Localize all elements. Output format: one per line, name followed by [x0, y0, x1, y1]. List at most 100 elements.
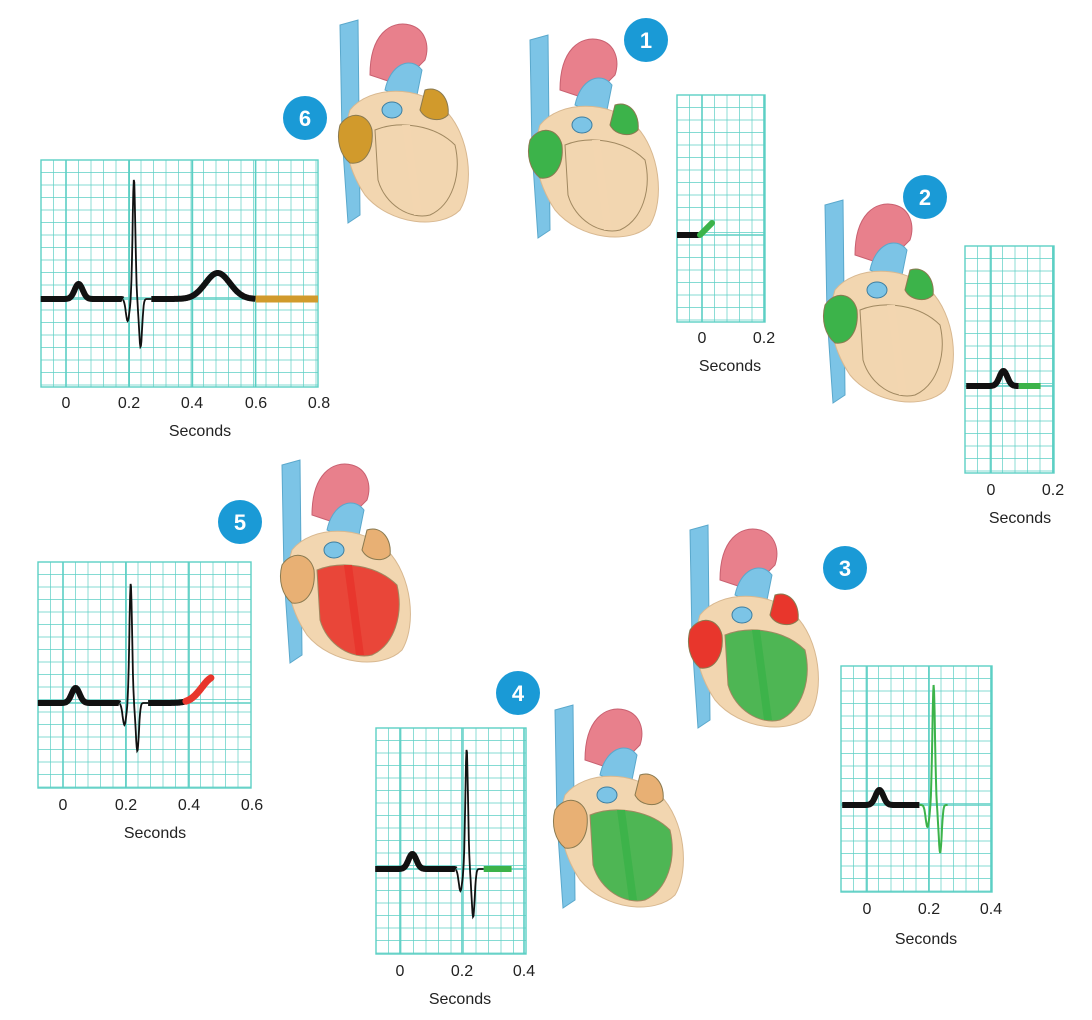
valve — [571, 116, 593, 134]
ecg-active-segment — [697, 220, 715, 238]
svg-text:2: 2 — [919, 185, 931, 210]
ventricles — [724, 629, 808, 722]
tick-label: 0.4 — [513, 963, 535, 980]
tick-label: 0 — [59, 797, 68, 814]
ecg-trace-qrs — [455, 749, 484, 920]
left-atrium — [609, 103, 639, 136]
right-atrium — [337, 115, 373, 164]
stage-4-group: 4 0 0.2 0.4 Seconds — [375, 671, 684, 1008]
step-badge-6: 6 — [283, 96, 327, 140]
septum — [344, 565, 364, 655]
svg-text:3: 3 — [839, 556, 851, 581]
tick-label: 0.4 — [178, 797, 200, 814]
heart-illustration-4 — [552, 704, 684, 909]
chart-frame — [37, 561, 252, 789]
tick-label: 0.2 — [115, 797, 137, 814]
ecg-trace — [37, 684, 122, 707]
tick-label: 0.2 — [451, 963, 473, 980]
tick-label: 0 — [396, 963, 405, 980]
ecg-trace-st-t — [151, 270, 257, 302]
right-atrium — [822, 295, 858, 344]
ecg-trace — [375, 850, 458, 873]
ventricles — [316, 564, 400, 657]
stage-3-group: 3 0 0.2 0.4 Seconds — [687, 524, 1002, 948]
tick-label: 0.2 — [753, 330, 775, 347]
tick-label: 0.4 — [980, 901, 1002, 918]
step-badge-3: 3 — [823, 546, 867, 590]
ecg-chart-6: 0 0.2 0.4 0.6 0.8 Seconds — [40, 159, 330, 440]
septum — [887, 305, 907, 395]
tick-label: 0.6 — [245, 395, 267, 412]
septum — [752, 630, 772, 720]
stage-1-group: 1 0 0.2 Seconds — [527, 18, 775, 375]
heart-illustration-2 — [822, 199, 954, 404]
ecg-chart-2: 0 0.2 Seconds — [964, 245, 1064, 527]
stage-2-group: 2 0 0.2 Seconds — [822, 175, 1064, 527]
chart-frame — [840, 665, 993, 893]
septum — [617, 810, 637, 900]
tick-label: 0.2 — [918, 901, 940, 918]
ecg-trace-qrs — [119, 583, 149, 754]
valve — [731, 606, 753, 624]
tick-label: 0 — [698, 330, 707, 347]
left-atrium — [634, 773, 664, 806]
ecg-chart-4: 0 0.2 0.4 Seconds — [375, 727, 535, 1008]
svg-text:6: 6 — [299, 106, 311, 131]
tick-label: 0.2 — [1042, 482, 1064, 499]
ventricles — [374, 124, 458, 217]
stage-6-group: 6 0 0.2 0.4 0.6 0.8 Seconds — [40, 19, 469, 440]
left-atrium — [361, 528, 391, 561]
step-badge-5: 5 — [218, 500, 262, 544]
ventricles — [564, 139, 648, 232]
tick-label: 0.6 — [241, 797, 263, 814]
svg-text:5: 5 — [234, 510, 246, 535]
x-axis-title: Seconds — [895, 931, 957, 948]
ventricles — [589, 809, 673, 902]
right-atrium — [552, 800, 588, 849]
ecg-trace — [40, 280, 125, 303]
ecg-trace — [842, 786, 920, 808]
valve — [866, 281, 888, 299]
septum — [402, 125, 422, 215]
tick-label: 0.4 — [181, 395, 203, 412]
left-atrium — [769, 593, 799, 626]
x-axis-title: Seconds — [169, 423, 231, 440]
tick-label: 0 — [987, 482, 996, 499]
ecg-chart-1: 0 0.2 Seconds — [676, 94, 775, 375]
ecg-active-segment — [919, 684, 948, 854]
left-atrium — [904, 268, 934, 301]
right-atrium — [527, 130, 563, 179]
step-badge-2: 2 — [903, 175, 947, 219]
svg-text:4: 4 — [512, 681, 525, 706]
svg-text:1: 1 — [640, 28, 652, 53]
stage-5-group: 5 0 0.2 0.4 0.6 Seconds — [37, 459, 411, 842]
ecg-chart-5: 0 0.2 0.4 0.6 Seconds — [37, 561, 263, 842]
x-axis-title: Seconds — [429, 991, 491, 1008]
valve — [323, 541, 345, 559]
ventricles — [859, 304, 943, 397]
right-atrium — [279, 555, 315, 604]
left-atrium — [419, 88, 449, 121]
chart-frame — [40, 159, 319, 388]
tick-label: 0.8 — [308, 395, 330, 412]
tick-label: 0 — [62, 395, 71, 412]
step-badge-1: 1 — [624, 18, 668, 62]
ecg-trace — [966, 367, 1019, 389]
ecg-chart-3: 0 0.2 0.4 Seconds — [840, 665, 1002, 948]
x-axis-title: Seconds — [124, 825, 186, 842]
x-axis-title: Seconds — [699, 358, 761, 375]
right-atrium — [687, 620, 723, 669]
chart-frame — [964, 245, 1055, 474]
tick-label: 0 — [863, 901, 872, 918]
step-badge-4: 4 — [496, 671, 540, 715]
ecg-active-segment — [182, 674, 215, 705]
septum — [592, 140, 612, 230]
heart-illustration-3 — [687, 524, 819, 729]
valve — [596, 786, 618, 804]
tick-label: 0.2 — [118, 395, 140, 412]
heart-illustration-1 — [527, 34, 659, 239]
heart-illustration-6 — [337, 19, 469, 224]
heart-illustration-5 — [279, 459, 411, 664]
ecg-trace-st — [148, 698, 188, 706]
